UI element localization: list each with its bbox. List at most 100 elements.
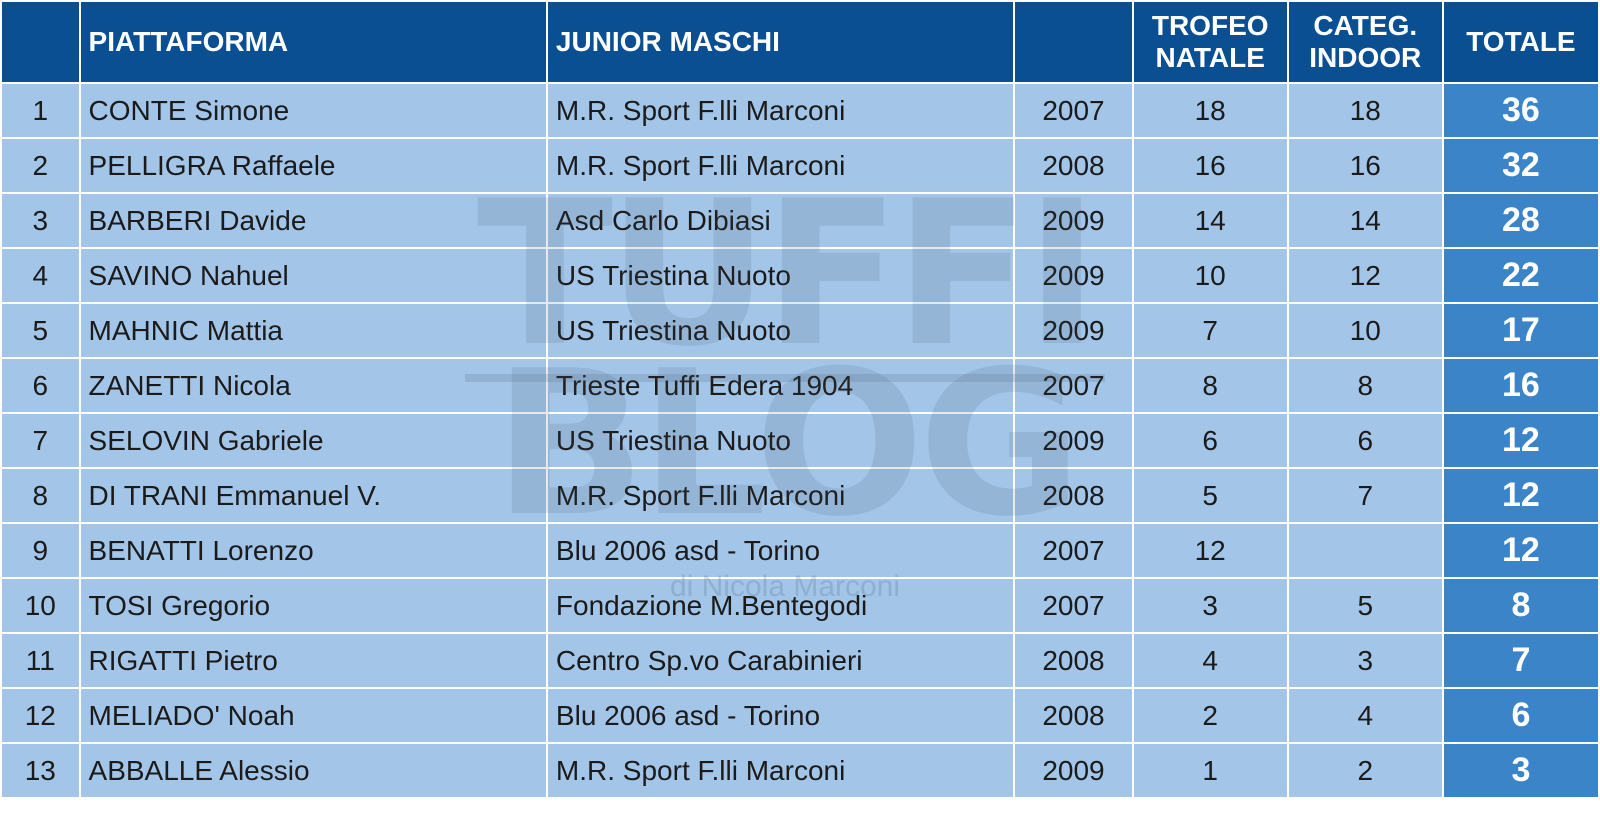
cell-athlete-name: MAHNIC Mattia [80,304,546,357]
cell-total: 36 [1443,84,1598,137]
cell-categ-indoor: 5 [1288,579,1442,632]
cell-rank: 7 [2,414,79,467]
cell-trofeo-natale: 7 [1133,304,1287,357]
cell-categ-indoor: 14 [1288,194,1442,247]
cell-club: US Triestina Nuoto [547,304,1014,357]
cell-total: 8 [1443,579,1598,632]
cell-athlete-name: SELOVIN Gabriele [80,414,546,467]
header-categ-line2: INDOOR [1309,42,1422,73]
cell-total: 6 [1443,689,1598,742]
cell-birth-year: 2009 [1015,744,1132,797]
cell-categ-indoor [1288,524,1442,577]
cell-trofeo-natale: 14 [1133,194,1287,247]
ranking-table: PIATTAFORMA JUNIOR MASCHI TROFEO NATALE … [2,2,1598,797]
cell-athlete-name: RIGATTI Pietro [80,634,546,687]
table-row: 6 ZANETTI Nicola Trieste Tuffi Edera 1904 2… [2,359,1598,412]
cell-trofeo-natale: 16 [1133,139,1287,192]
header-trofeo-natale: TROFEO NATALE [1133,2,1287,82]
cell-club: Fondazione M.Bentegodi [547,579,1014,632]
cell-categ-indoor: 8 [1288,359,1442,412]
table-row: 13 ABBALLE Alessio M.R. Sport F.lli Marcon… [2,744,1598,797]
cell-athlete-name: BARBERI Davide [80,194,546,247]
cell-total: 28 [1443,194,1598,247]
cell-club: M.R. Sport F.lli Marconi [547,469,1014,522]
header-categ-line1: CATEG. [1313,10,1418,41]
cell-club: US Triestina Nuoto [547,414,1014,467]
cell-club: M.R. Sport F.lli Marconi [547,139,1014,192]
cell-trofeo-natale: 5 [1133,469,1287,522]
cell-birth-year: 2008 [1015,634,1132,687]
cell-categ-indoor: 4 [1288,689,1442,742]
table-row: 4 SAVINO Nahuel US Triestina Nuoto 2009 10 12… [2,249,1598,302]
cell-categ-indoor: 3 [1288,634,1442,687]
cell-rank: 5 [2,304,79,357]
cell-birth-year: 2007 [1015,524,1132,577]
cell-athlete-name: ABBALLE Alessio [80,744,546,797]
table-row: 2 PELLIGRA Raffaele M.R. Sport F.lli Marco… [2,139,1598,192]
cell-categ-indoor: 7 [1288,469,1442,522]
cell-trofeo-natale: 12 [1133,524,1287,577]
cell-athlete-name: PELLIGRA Raffaele [80,139,546,192]
cell-trofeo-natale: 8 [1133,359,1287,412]
cell-trofeo-natale: 2 [1133,689,1287,742]
cell-rank: 13 [2,744,79,797]
cell-athlete-name: SAVINO Nahuel [80,249,546,302]
header-trofeo-line2: NATALE [1155,42,1265,73]
cell-total: 12 [1443,524,1598,577]
cell-trofeo-natale: 18 [1133,84,1287,137]
cell-club: Centro Sp.vo Carabinieri [547,634,1014,687]
cell-rank: 1 [2,84,79,137]
table-row: 7 SELOVIN Gabriele US Triestina Nuoto 2009 6… [2,414,1598,467]
table-row: 5 MAHNIC Mattia US Triestina Nuoto 2009 7 10 1… [2,304,1598,357]
cell-rank: 4 [2,249,79,302]
cell-rank: 12 [2,689,79,742]
cell-rank: 11 [2,634,79,687]
cell-birth-year: 2009 [1015,249,1132,302]
header-rank [2,2,79,82]
cell-categ-indoor: 2 [1288,744,1442,797]
cell-rank: 2 [2,139,79,192]
cell-athlete-name: ZANETTI Nicola [80,359,546,412]
cell-categ-indoor: 6 [1288,414,1442,467]
cell-club: M.R. Sport F.lli Marconi [547,84,1014,137]
cell-rank: 3 [2,194,79,247]
cell-categ-indoor: 10 [1288,304,1442,357]
cell-categ-indoor: 12 [1288,249,1442,302]
cell-athlete-name: CONTE Simone [80,84,546,137]
cell-birth-year: 2009 [1015,194,1132,247]
cell-birth-year: 2008 [1015,689,1132,742]
cell-total: 7 [1443,634,1598,687]
cell-birth-year: 2009 [1015,414,1132,467]
header-total: TOTALE [1443,2,1598,82]
cell-total: 32 [1443,139,1598,192]
cell-rank: 10 [2,579,79,632]
cell-athlete-name: BENATTI Lorenzo [80,524,546,577]
cell-club: M.R. Sport F.lli Marconi [547,744,1014,797]
table-row: 12 MELIADO' Noah Blu 2006 asd - Torino 2008… [2,689,1598,742]
header-trofeo-line1: TROFEO [1151,10,1269,41]
cell-total: 12 [1443,469,1598,522]
cell-birth-year: 2007 [1015,359,1132,412]
table-row: 11 RIGATTI Pietro Centro Sp.vo Carabinieri… [2,634,1598,687]
cell-categ-indoor: 18 [1288,84,1442,137]
cell-total: 12 [1443,414,1598,467]
cell-total: 16 [1443,359,1598,412]
cell-birth-year: 2007 [1015,84,1132,137]
cell-total: 22 [1443,249,1598,302]
cell-athlete-name: MELIADO' Noah [80,689,546,742]
cell-trofeo-natale: 10 [1133,249,1287,302]
header-row: PIATTAFORMA JUNIOR MASCHI TROFEO NATALE … [2,2,1598,82]
header-name: PIATTAFORMA [80,2,546,82]
cell-club: Trieste Tuffi Edera 1904 [547,359,1014,412]
cell-club: Blu 2006 asd - Torino [547,524,1014,577]
cell-trofeo-natale: 1 [1133,744,1287,797]
header-categ-indoor: CATEG. INDOOR [1288,2,1442,82]
table-row: 8 DI TRANI Emmanuel V. M.R. Sport F.lli Ma… [2,469,1598,522]
table-row: 9 BENATTI Lorenzo Blu 2006 asd - Torino 200… [2,524,1598,577]
cell-rank: 6 [2,359,79,412]
cell-categ-indoor: 16 [1288,139,1442,192]
cell-birth-year: 2008 [1015,469,1132,522]
cell-rank: 9 [2,524,79,577]
cell-athlete-name: TOSI Gregorio [80,579,546,632]
